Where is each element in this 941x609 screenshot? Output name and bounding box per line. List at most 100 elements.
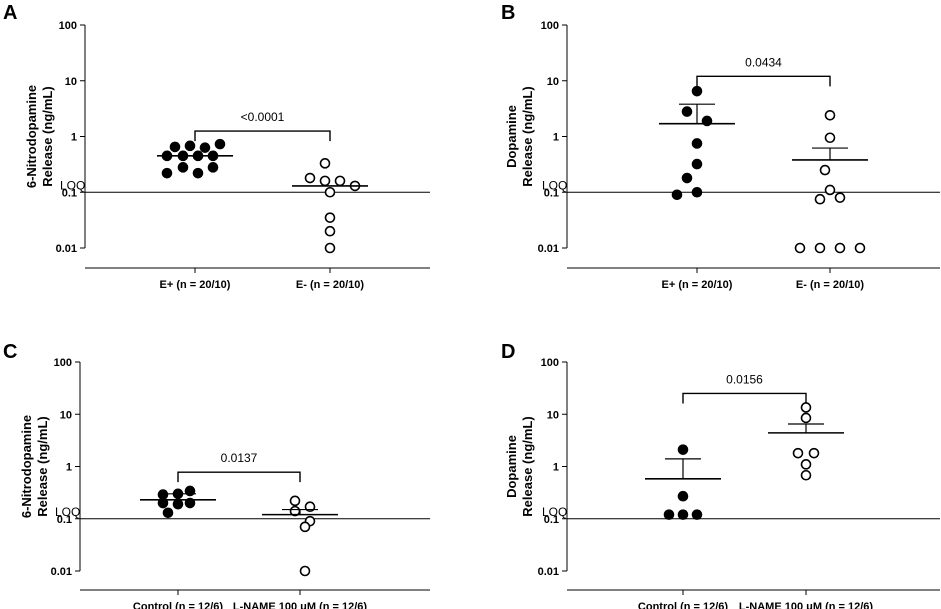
x-category-label: E- (n = 20/10) [796,279,865,291]
data-point [289,495,301,507]
data-point [800,469,812,481]
data-point [299,565,311,577]
data-point [184,497,196,509]
data-point [207,162,219,173]
data-point [800,412,812,424]
data-point [304,172,316,184]
data-point [800,459,812,470]
panel-c: C 100 10 1 0.1 0.01 6-Nitrodopamine Release (ng… [3,341,430,609]
x-category-label: E+ (n = 20/10) [662,279,733,291]
panel-letter: A [3,2,17,24]
data-point [319,158,331,169]
y-tick-label: 10 [547,76,559,88]
data-point [319,175,331,187]
data-point [854,242,866,254]
y-tick-label: 10 [65,76,77,88]
data-point [199,142,211,153]
loq-label: LOQ [542,178,567,192]
y-tick-label: 0.1 [62,187,77,199]
data-point [334,175,346,187]
panel-b: B 100 10 1 0.1 0.01 Dopamine Release (ng/mL) LOQ… [501,2,940,291]
y-tick-label: 0.1 [544,514,559,526]
y-tick-label: 1 [553,462,559,474]
data-point [792,447,804,459]
data-point [691,186,703,198]
data-point [324,242,336,254]
data-point [824,184,836,196]
loq-label: LOQ [60,178,85,192]
data-point [324,212,336,223]
y-axis-label-line2: Release (ng/mL) [35,416,50,516]
data-point [184,140,196,152]
data-point [677,444,689,455]
panel-d: D 100 10 1 0.1 0.01 Dopamine Release (ng/mL) LOQ… [501,341,940,609]
y-axis-label-line2: Release (ng/mL) [520,416,535,516]
y-axis-label-line2: Release (ng/mL) [520,86,535,186]
y-tick-label: 1 [553,132,559,144]
y-tick-label: 0.01 [538,243,559,255]
data-point [677,490,689,502]
data-point [824,110,836,121]
comparison-bracket [177,471,301,483]
data-point [299,521,311,533]
y-tick-label: 1 [66,462,72,474]
y-axis-label-line2: Release (ng/mL) [40,86,55,186]
data-point [834,192,846,203]
data-point [324,186,336,198]
y-axis-label-line1: Dopamine [504,105,519,168]
panel-a: A 100 10 1 0.1 0.01 6-Nitrodopamine Release (ng… [3,2,430,291]
data-point [814,193,826,205]
y-axis-label-line1: 6-Nitrodopamine [24,85,39,188]
x-category-label: E+ (n = 20/10) [160,279,231,291]
data-point [681,172,693,184]
y-axis-label-line1: 6-Nitrodopamine [19,415,34,518]
data-point [677,509,689,520]
comparison-bracket [682,392,807,404]
data-point [834,242,846,254]
data-point [671,189,683,201]
x-category-label: L-NAME 100 μM (n = 12/6) [233,601,368,609]
comparison-bracket [194,130,331,142]
data-point [794,242,806,254]
y-tick-label: 0.1 [57,514,72,526]
x-category-label: E- (n = 20/10) [296,279,365,291]
y-tick-label: 0.01 [51,566,72,578]
x-category-label: L-NAME 100 μM (n = 12/6) [739,601,874,609]
x-category-label: Control (n = 12/6) [638,601,728,609]
y-tick-label: 100 [541,357,559,369]
y-tick-label: 10 [547,409,559,421]
p-value-label: 0.0137 [221,451,258,465]
y-tick-label: 1 [71,132,77,144]
y-tick-label: 0.01 [538,566,559,578]
comparison-bracket [696,75,831,87]
y-tick-label: 100 [541,20,559,32]
data-point [177,162,189,173]
data-point [324,225,336,237]
loq-label: LOQ [55,505,80,519]
data-point [691,158,703,170]
panel-letter: C [3,341,17,363]
data-point [663,509,675,520]
data-point [808,447,820,459]
p-value-label: <0.0001 [241,110,285,124]
data-point [172,498,184,510]
y-axis-label-line1: Dopamine [504,435,519,498]
data-point [814,242,826,254]
data-point [800,402,812,413]
data-point [214,138,226,150]
y-tick-label: 100 [54,357,72,369]
y-tick-label: 100 [59,20,77,32]
data-point [824,132,836,144]
data-point [161,167,173,179]
y-tick-label: 10 [60,409,72,421]
p-value-label: 0.0434 [745,55,782,69]
y-tick-label: 0.01 [56,243,77,255]
data-point [819,164,831,176]
p-value-label: 0.0156 [726,372,763,386]
panel-letter: D [501,341,515,363]
panel-letter: B [501,2,515,24]
data-point [157,497,169,509]
data-point [169,141,181,153]
data-point [691,138,703,149]
data-point [681,106,693,117]
